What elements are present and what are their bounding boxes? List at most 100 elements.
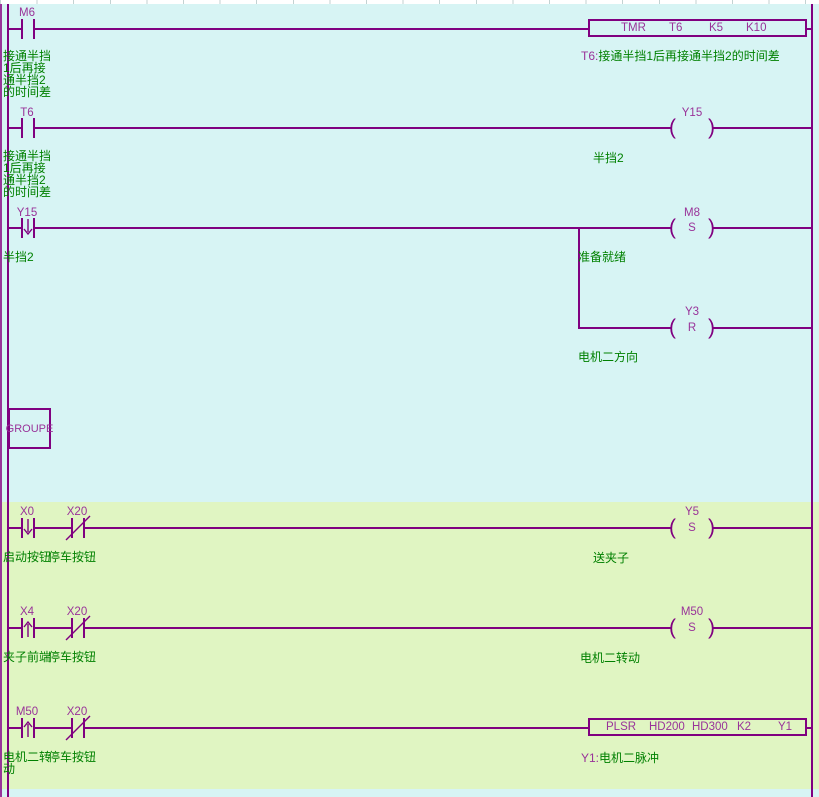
wire bbox=[713, 227, 813, 229]
coil-Y3-reset[interactable]: ( R ) bbox=[669, 315, 715, 341]
contact-bar bbox=[33, 718, 35, 738]
contact-M50-rising[interactable] bbox=[21, 718, 35, 738]
coil-paren-left: ( bbox=[669, 616, 676, 639]
coil-paren-left: ( bbox=[669, 216, 676, 239]
contact-X20-nc[interactable] bbox=[65, 715, 91, 741]
device-label-X20: X20 bbox=[66, 606, 88, 618]
contact-comment: 停车按钮 bbox=[48, 650, 97, 664]
coil-paren-right: ) bbox=[707, 616, 715, 639]
instruction-comment: Y1:电机二脉冲 bbox=[581, 751, 660, 765]
contact-comment: 电机二转 动 bbox=[3, 750, 52, 776]
contact-bar bbox=[83, 518, 85, 538]
contact-X20-nc[interactable] bbox=[65, 515, 91, 541]
contact-X4-rising[interactable] bbox=[21, 618, 35, 638]
contact-bar bbox=[83, 718, 85, 738]
device-label-M50: M50 bbox=[15, 706, 39, 718]
normally-closed-slash-icon bbox=[65, 615, 91, 641]
rising-edge-arrow-icon bbox=[23, 720, 33, 737]
power-rail-right bbox=[811, 4, 813, 797]
wire bbox=[8, 127, 21, 129]
wire bbox=[713, 127, 813, 129]
contact-comment: 接通半挡 1后再接 通半挡2 的时间差 bbox=[3, 49, 52, 99]
contact-comment: 停车按钮 bbox=[48, 750, 97, 764]
contact-bar bbox=[21, 19, 23, 39]
wire bbox=[35, 627, 71, 629]
wire bbox=[35, 227, 671, 229]
power-rail-left bbox=[7, 4, 9, 797]
coil-comment: 半挡2 bbox=[593, 151, 624, 165]
background-lower-network bbox=[0, 502, 819, 789]
background-upper-network bbox=[0, 4, 819, 502]
contact-M6[interactable] bbox=[21, 19, 35, 39]
contact-bar bbox=[21, 218, 23, 238]
coil-set-letter: S bbox=[688, 622, 696, 634]
wire bbox=[35, 727, 71, 729]
contact-X20-nc[interactable] bbox=[65, 615, 91, 641]
contact-comment: 停车按钮 bbox=[48, 550, 97, 564]
contact-comment: 夹子前端 bbox=[3, 650, 52, 664]
rising-edge-arrow-icon bbox=[23, 620, 33, 637]
instruction-arg2: K5 bbox=[709, 22, 724, 34]
instruction-comment: T6:接通半挡1后再接通半挡2的时间差 bbox=[581, 49, 780, 63]
contact-bar bbox=[33, 19, 35, 39]
device-label-Y15: Y15 bbox=[16, 207, 38, 219]
contact-bar bbox=[83, 618, 85, 638]
instruction-plsr-box[interactable]: PLSR HD200 HD300 K2 Y1 bbox=[588, 718, 807, 736]
coil-set-letter: S bbox=[688, 222, 696, 234]
device-label-M50: M50 bbox=[680, 606, 704, 618]
contact-T6[interactable] bbox=[21, 118, 35, 138]
coil-Y15[interactable]: ( ) bbox=[669, 115, 715, 141]
contact-bar bbox=[71, 518, 73, 538]
contact-X0-falling[interactable] bbox=[21, 518, 35, 538]
instruction-arg2: HD300 bbox=[692, 721, 728, 733]
instruction-arg3: K10 bbox=[746, 22, 767, 34]
contact-bar bbox=[33, 118, 35, 138]
instruction-arg1: HD200 bbox=[649, 721, 685, 733]
contact-Y15-falling[interactable] bbox=[21, 218, 35, 238]
branch-wire bbox=[578, 228, 580, 329]
coil-comment: 电机二转动 bbox=[580, 651, 641, 665]
wire bbox=[35, 527, 71, 529]
contact-bar bbox=[71, 618, 73, 638]
instruction-arg1: T6 bbox=[669, 22, 683, 34]
contact-bar bbox=[33, 518, 35, 538]
contact-bar bbox=[21, 118, 23, 138]
device-label-T6: T6 bbox=[20, 107, 34, 119]
instruction-arg3: K2 bbox=[737, 721, 752, 733]
comment-device-prefix: Y1: bbox=[581, 751, 600, 765]
instruction-op: TMR bbox=[621, 22, 646, 34]
device-label-Y15: Y15 bbox=[681, 107, 703, 119]
contact-comment: 接通半挡 1后再接 通半挡2 的时间差 bbox=[3, 149, 52, 199]
falling-edge-arrow-icon bbox=[23, 519, 33, 536]
group-block[interactable]: GROUPE bbox=[6, 408, 53, 449]
contact-bar bbox=[21, 518, 23, 538]
contact-comment: 半挡2 bbox=[3, 250, 34, 264]
wire bbox=[713, 627, 813, 629]
instruction-tmr-box[interactable]: TMR T6 K5 K10 bbox=[588, 19, 807, 37]
wire bbox=[713, 327, 813, 329]
comment-device-prefix: T6: bbox=[581, 49, 599, 63]
normally-closed-slash-icon bbox=[65, 715, 91, 741]
column-ruler bbox=[0, 0, 819, 4]
coil-M8-set[interactable]: ( S ) bbox=[669, 215, 715, 241]
wire bbox=[578, 327, 671, 329]
normally-closed-slash-icon bbox=[65, 515, 91, 541]
coil-paren-right: ) bbox=[707, 216, 715, 239]
device-label-X20: X20 bbox=[66, 506, 88, 518]
wire bbox=[8, 727, 21, 729]
wire bbox=[8, 28, 21, 30]
wire bbox=[8, 627, 21, 629]
contact-bar bbox=[21, 718, 23, 738]
coil-reset-letter: R bbox=[687, 322, 697, 334]
coil-M50-set[interactable]: ( S ) bbox=[669, 615, 715, 641]
coil-Y5-set[interactable]: ( S ) bbox=[669, 515, 715, 541]
device-label-Y3: Y3 bbox=[684, 306, 700, 318]
instruction-op: PLSR bbox=[606, 721, 637, 733]
contact-bar bbox=[21, 618, 23, 638]
coil-paren-left: ( bbox=[669, 116, 676, 139]
background-next-network bbox=[0, 789, 819, 797]
coil-comment: 准备就绪 bbox=[578, 250, 627, 264]
falling-edge-arrow-icon bbox=[23, 219, 33, 236]
wire bbox=[35, 127, 671, 129]
